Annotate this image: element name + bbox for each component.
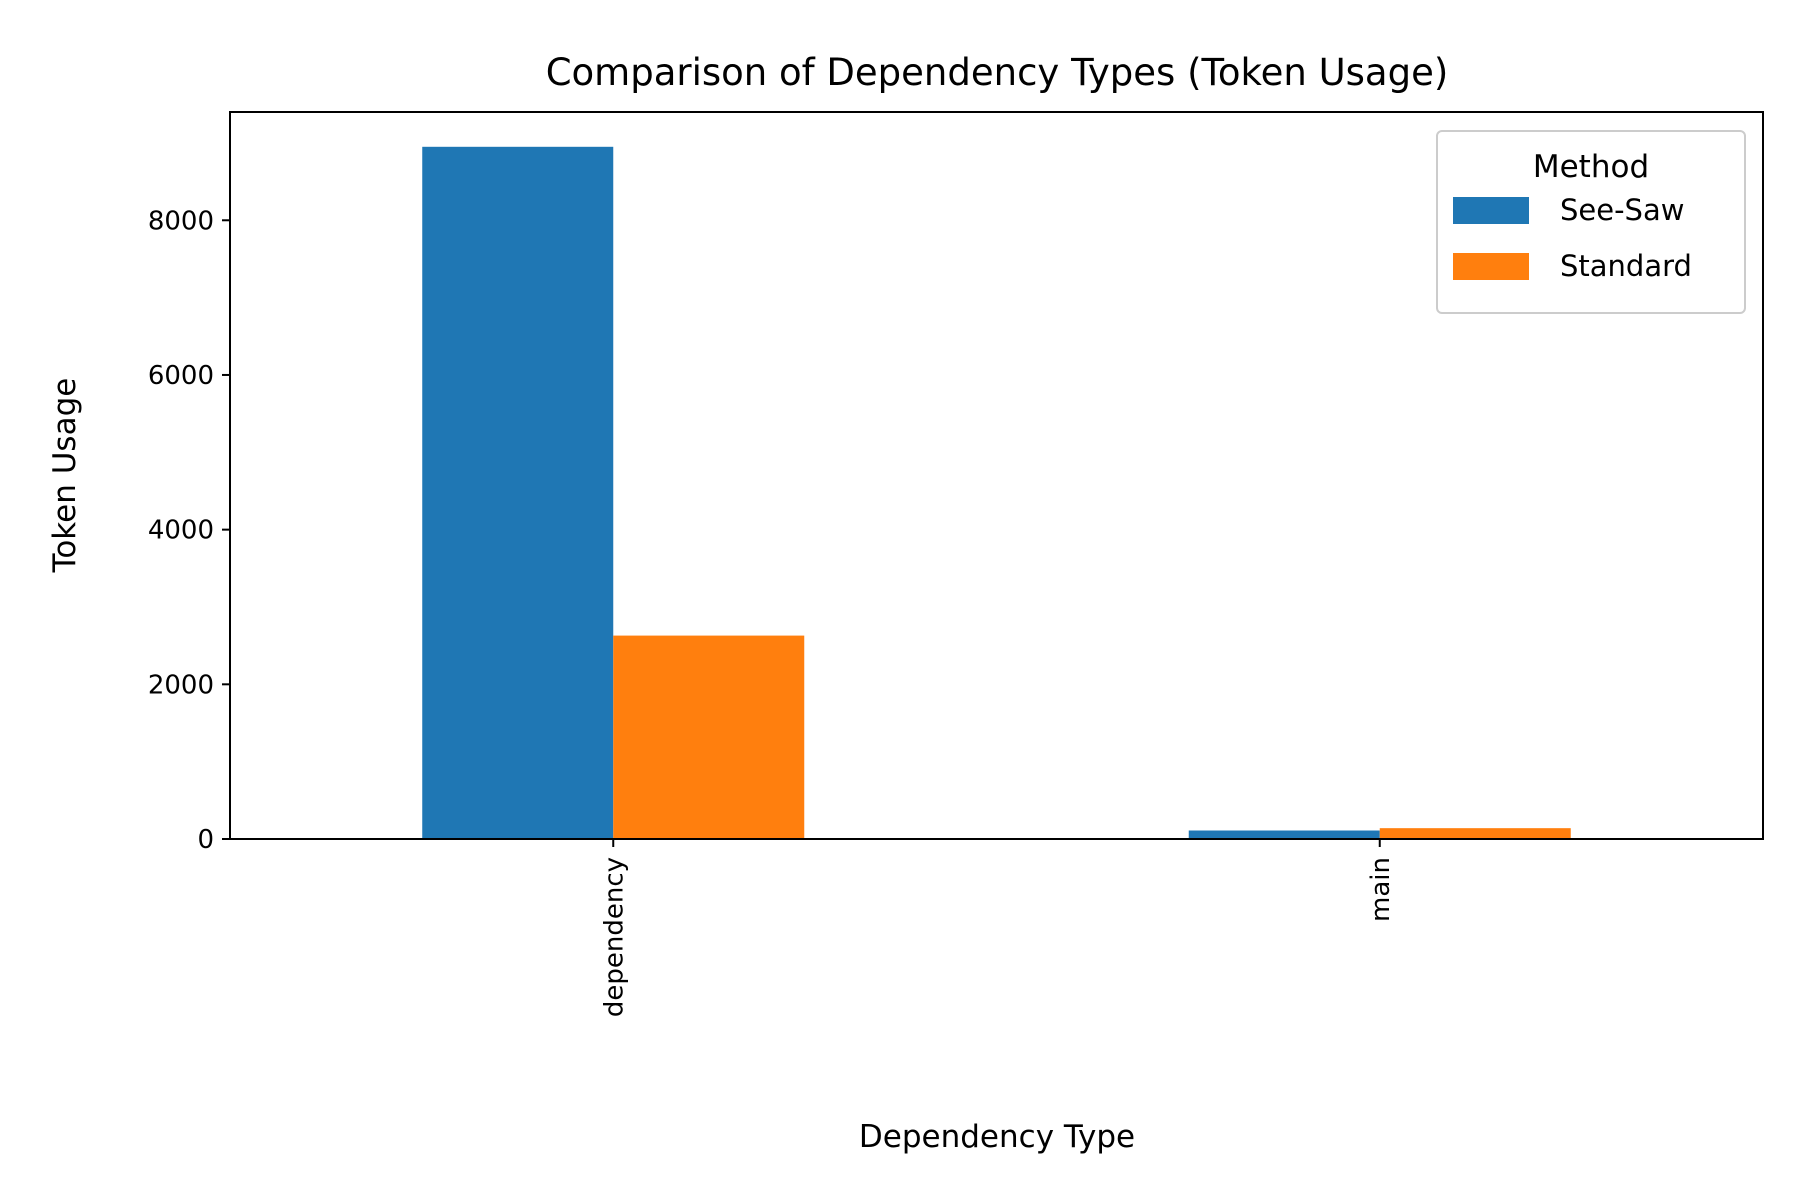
legend-label: See-Saw <box>1560 193 1684 227</box>
bar-see-saw-dependency <box>422 146 614 839</box>
x-axis: dependency main <box>599 839 1396 1017</box>
bar-standard-main <box>1379 828 1571 839</box>
legend-label: Standard <box>1560 249 1692 283</box>
y-axis: 0 2000 4000 6000 8000 <box>148 206 230 855</box>
legend-items: See-Saw Standard <box>1453 193 1692 283</box>
x-tick-label: main <box>1366 857 1396 922</box>
y-tick-label: 2000 <box>148 670 214 700</box>
plot-frame <box>229 111 1764 840</box>
x-axis-label: Dependency Type <box>859 1119 1135 1155</box>
y-tick-label: 8000 <box>148 206 214 236</box>
chart-title: Comparison of Dependency Types (Token Us… <box>546 51 1449 94</box>
y-tick-label: 0 <box>197 825 214 855</box>
legend-swatch <box>1453 197 1529 224</box>
bar-see-saw-main <box>1188 830 1380 839</box>
y-tick-label: 4000 <box>148 516 214 546</box>
y-axis-label: Token Usage <box>47 378 83 574</box>
legend: Method See-Saw Standard <box>1436 130 1746 314</box>
legend-title: Method <box>1533 149 1649 185</box>
legend-swatch <box>1453 253 1529 280</box>
bar-standard-dependency <box>613 635 805 839</box>
x-tick-label: dependency <box>599 857 629 1017</box>
bars-layer <box>422 146 1571 839</box>
y-tick-label: 6000 <box>148 361 214 391</box>
